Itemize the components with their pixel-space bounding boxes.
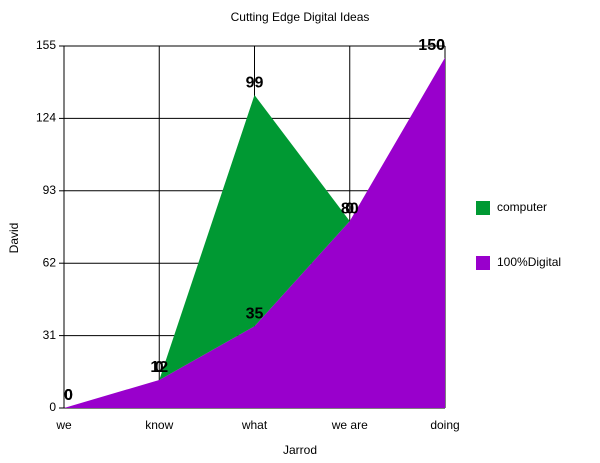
data-label: 0	[155, 359, 164, 376]
data-label: 0	[64, 387, 73, 404]
x-tick-label: we	[55, 418, 72, 432]
area	[64, 57, 445, 408]
legend: computer 100%Digital	[476, 200, 561, 270]
y-axis-title: David	[7, 223, 21, 254]
x-tick-label: doing	[430, 418, 459, 432]
x-tick-label: we are	[331, 418, 368, 432]
data-label: 0	[345, 200, 354, 217]
data-label: 150	[418, 37, 445, 54]
legend-swatch	[476, 201, 490, 215]
chart-title: Cutting Edge Digital Ideas	[231, 10, 370, 24]
y-tick-label: 93	[43, 183, 57, 197]
plot	[64, 57, 445, 408]
x-tick-label: know	[145, 418, 173, 432]
legend-label: computer	[497, 200, 547, 214]
y-tick-label: 62	[43, 255, 57, 269]
legend-swatch	[476, 256, 490, 270]
data-label: 80	[341, 200, 359, 217]
data-label: 99	[246, 74, 264, 91]
legend-label: 100%Digital	[497, 255, 561, 269]
x-axis-title: Jarrod	[283, 443, 317, 457]
data-label: 0	[64, 387, 73, 404]
y-tick-label: 124	[36, 111, 56, 125]
x-tick-label: what	[241, 418, 268, 432]
data-label: 0	[436, 37, 445, 54]
area	[64, 57, 445, 408]
y-tick-label: 31	[43, 328, 57, 342]
data-label: 35	[246, 305, 264, 322]
y-tick-label: 0	[49, 400, 56, 414]
data-label: 12	[150, 359, 168, 376]
y-tick-label: 155	[36, 38, 56, 52]
